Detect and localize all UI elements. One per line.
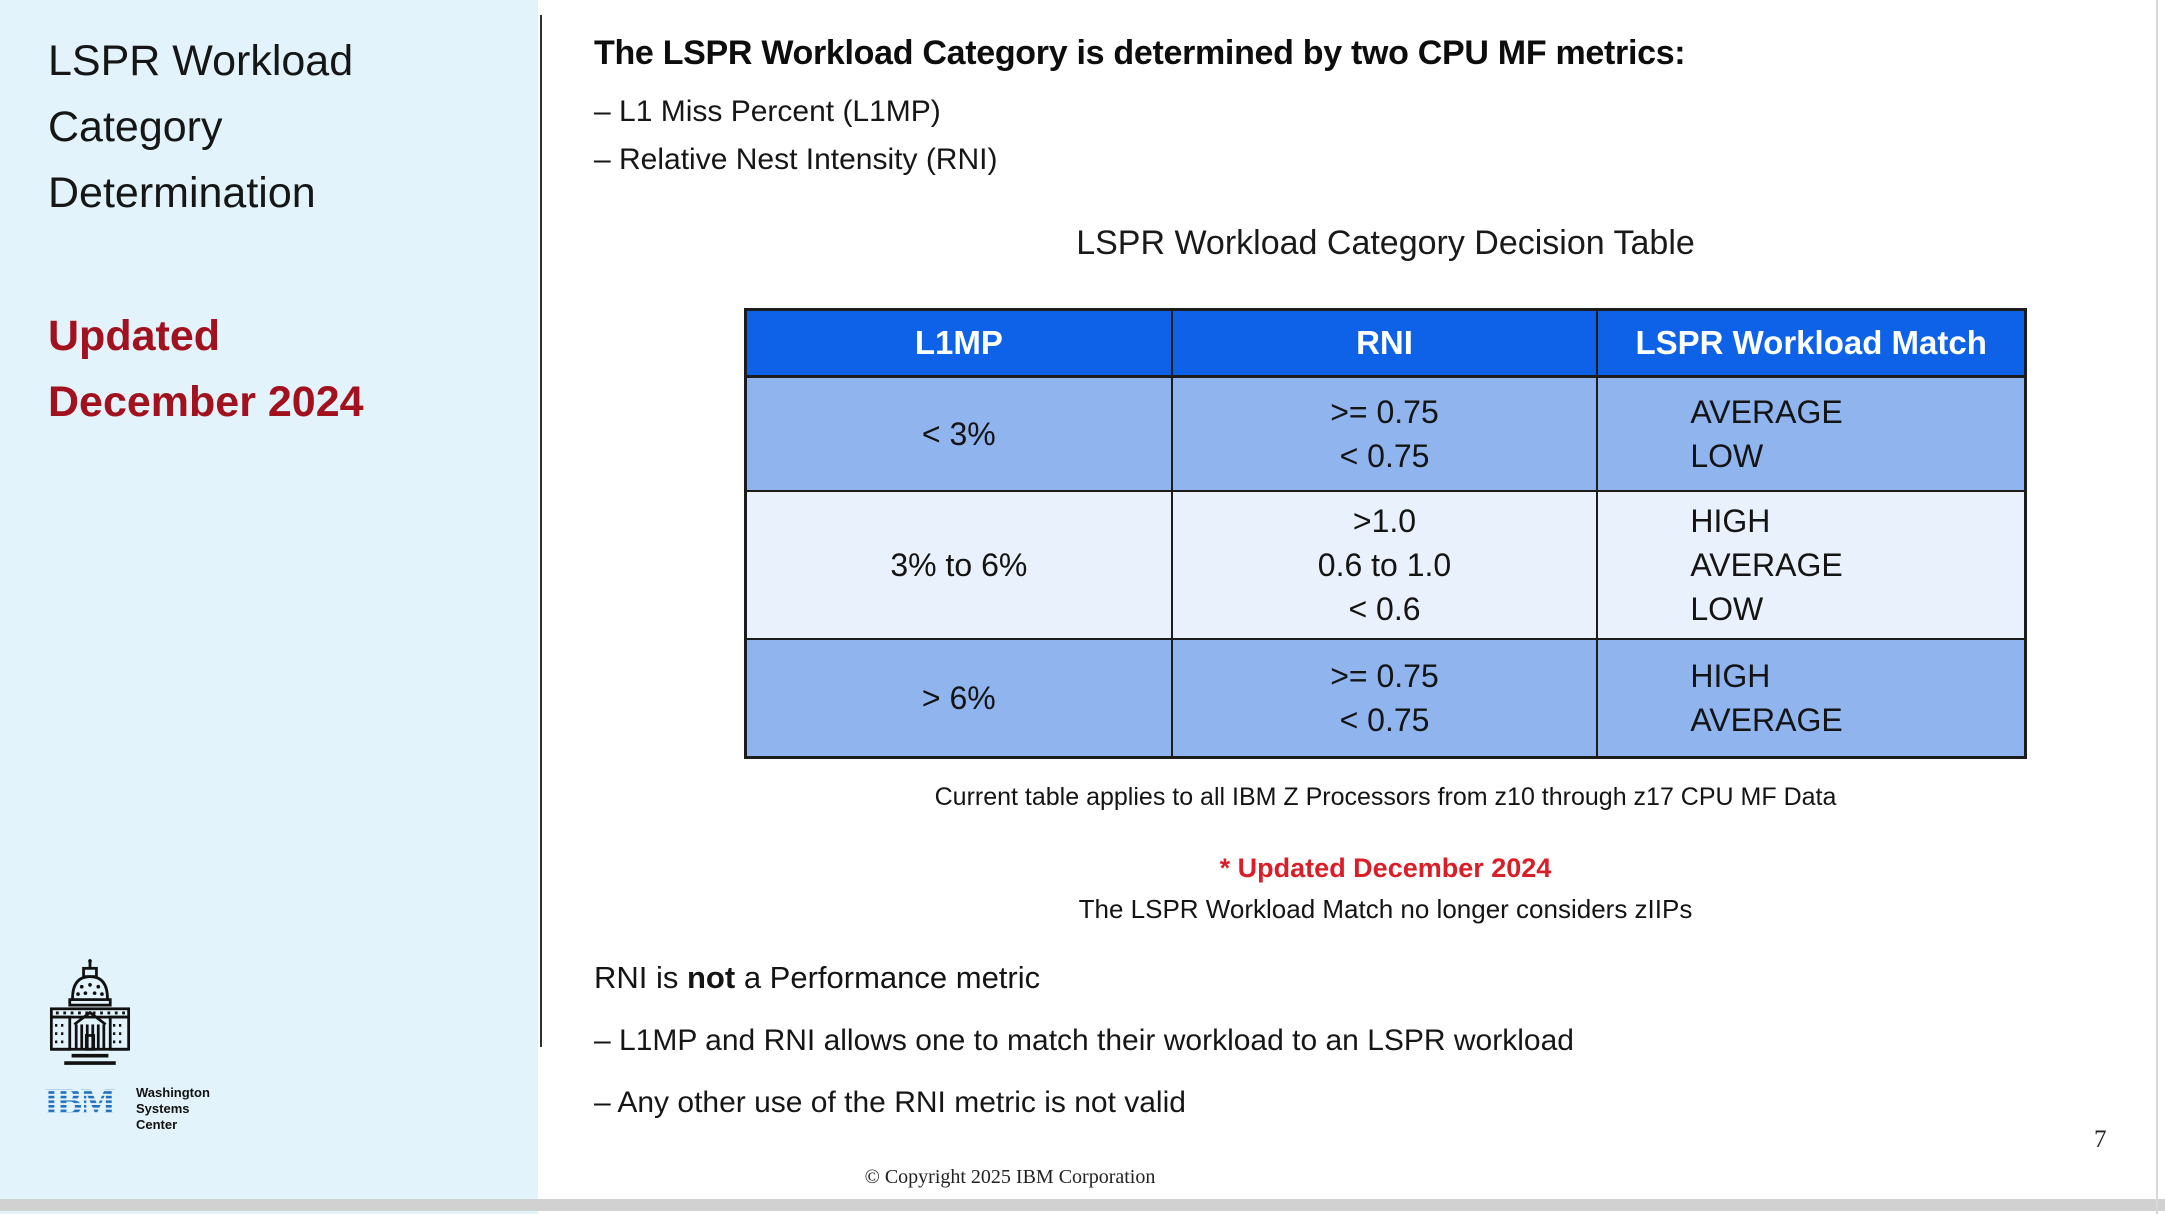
cell-line: < 3% [921,416,996,452]
org-line: Center [136,1117,178,1132]
decision-table: L1MP RNI LSPR Workload Match < 3% >= 0.7… [744,308,2027,759]
org-name: Washington Systems Center [136,1082,210,1133]
table-cell-match-row1: AVERAGE LOW [1598,378,2024,492]
cell-line: AVERAGE [1690,394,1843,430]
cell-line: LOW [1690,438,1764,474]
note-match-workload: – L1MP and RNI allows one to match their… [594,1024,1574,1057]
table-cell-match-row2: HIGH AVERAGE LOW [1598,492,2024,640]
rni-statement: RNI is not a Performance metric [594,960,1040,996]
cell-line: >1.0 [1352,503,1417,539]
horizontal-scrollbar[interactable] [0,1199,2165,1211]
table-cell-l1mp-row1: < 3% [747,378,1173,492]
table-cell-rni-row1: >= 0.75 < 0.75 [1172,378,1599,492]
slide-subtitle: Updated December 2024 [48,312,364,426]
cell-line: AVERAGE [1690,547,1843,583]
ibm-logo-icon: IBM [44,1082,117,1122]
sidebar-divider-line [540,15,542,1047]
capitol-building-icon [49,959,131,1065]
slide-title: LSPR Workload Category Determination [48,37,354,217]
sidebar: LSPR Workload Category Determination Upd… [0,0,538,1214]
table-header-match: LSPR Workload Match [1598,311,2024,378]
table-cell-l1mp-row2: 3% to 6% [747,492,1173,640]
updated-note: * Updated December 2024 [1219,853,1552,883]
cell-line: < 0.6 [1348,591,1421,627]
org-line: Washington [136,1085,210,1100]
cell-line: 3% to 6% [890,547,1028,583]
table-cell-l1mp-row3: > 6% [747,640,1173,756]
rni-statement-bold: not [687,960,736,995]
cell-line: 0.6 to 1.0 [1317,547,1452,583]
cell-line: HIGH [1690,503,1771,539]
table-caption: Current table applies to all IBM Z Proce… [934,783,1837,811]
org-line: Systems [136,1101,190,1116]
rni-statement-suffix: a Performance metric [735,960,1041,995]
rni-statement-prefix: RNI is [594,960,687,995]
table-cell-match-row3: HIGH AVERAGE [1598,640,2024,756]
cell-line: < 0.75 [1339,438,1430,474]
bullet-l1mp: – L1 Miss Percent (L1MP) [594,95,941,128]
right-edge-divider [2156,0,2158,1214]
cell-line: AVERAGE [1690,702,1843,738]
table-cell-rni-row2: >1.0 0.6 to 1.0 < 0.6 [1172,492,1599,640]
ibm-wsc-logo: IBM Washington Systems Center [44,1082,210,1133]
cell-line: < 0.75 [1339,702,1430,738]
table-header-l1mp: L1MP [747,311,1173,378]
decision-table-title: LSPR Workload Category Decision Table [1076,224,1695,262]
updated-detail: The LSPR Workload Match no longer consid… [1078,894,1693,924]
cell-line: LOW [1690,591,1764,627]
cell-line: > 6% [921,680,996,716]
main-heading: The LSPR Workload Category is determined… [594,34,1686,72]
table-header-rni: RNI [1172,311,1599,378]
note-other-use: – Any other use of the RNI metric is not… [594,1086,1186,1119]
ibm-logo-text: IBM [44,1082,115,1122]
copyright-footer: © Copyright 2025 IBM Corporation [864,1166,1156,1188]
metric-bullets: – L1 Miss Percent (L1MP) – Relative Nest… [594,88,997,184]
bullet-rni: – Relative Nest Intensity (RNI) [594,143,998,176]
cell-line: >= 0.75 [1330,658,1439,694]
cell-line: >= 0.75 [1330,394,1439,430]
page-number: 7 [2094,1126,2107,1153]
table-cell-rni-row3: >= 0.75 < 0.75 [1172,640,1599,756]
cell-line: HIGH [1690,658,1771,694]
